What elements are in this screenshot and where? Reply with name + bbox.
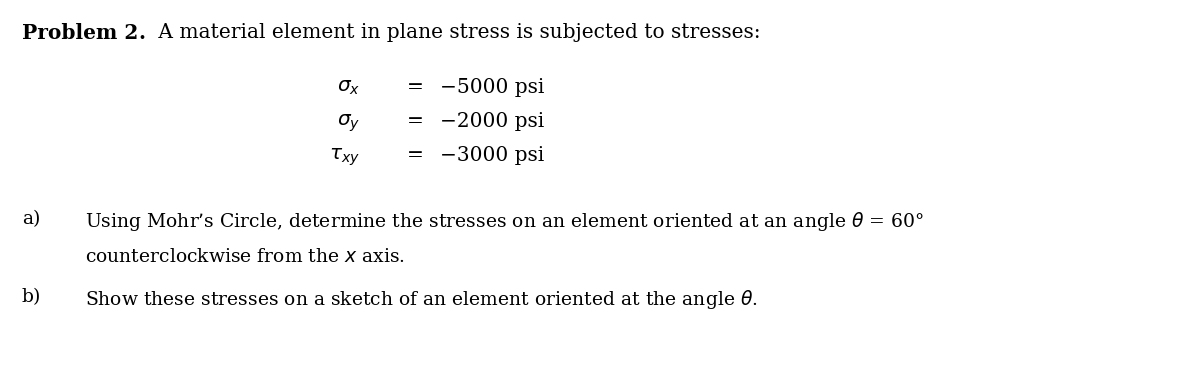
Text: Using Mohr’s Circle, determine the stresses on an element oriented at an angle $: Using Mohr’s Circle, determine the stres… [85,210,924,233]
Text: =: = [407,112,424,131]
Text: .: . [138,23,145,43]
Text: =: = [407,146,424,165]
Text: −2000 psi: −2000 psi [440,112,545,131]
Text: $\tau_{xy}$: $\tau_{xy}$ [329,146,360,167]
Text: b): b) [22,288,41,306]
Text: =: = [407,78,424,97]
Text: a): a) [22,210,41,228]
Text: Show these stresses on a sketch of an element oriented at the angle $\theta$.: Show these stresses on a sketch of an el… [85,288,757,311]
Text: −5000 psi: −5000 psi [440,78,545,97]
Text: −3000 psi: −3000 psi [440,146,545,165]
Text: Problem 2: Problem 2 [22,23,138,43]
Text: counterclockwise from the $x$ axis.: counterclockwise from the $x$ axis. [85,248,406,266]
Text: $\sigma_x$: $\sigma_x$ [337,78,360,97]
Text: $\sigma_y$: $\sigma_y$ [337,112,360,134]
Text: A material element in plane stress is subjected to stresses:: A material element in plane stress is su… [152,23,761,42]
